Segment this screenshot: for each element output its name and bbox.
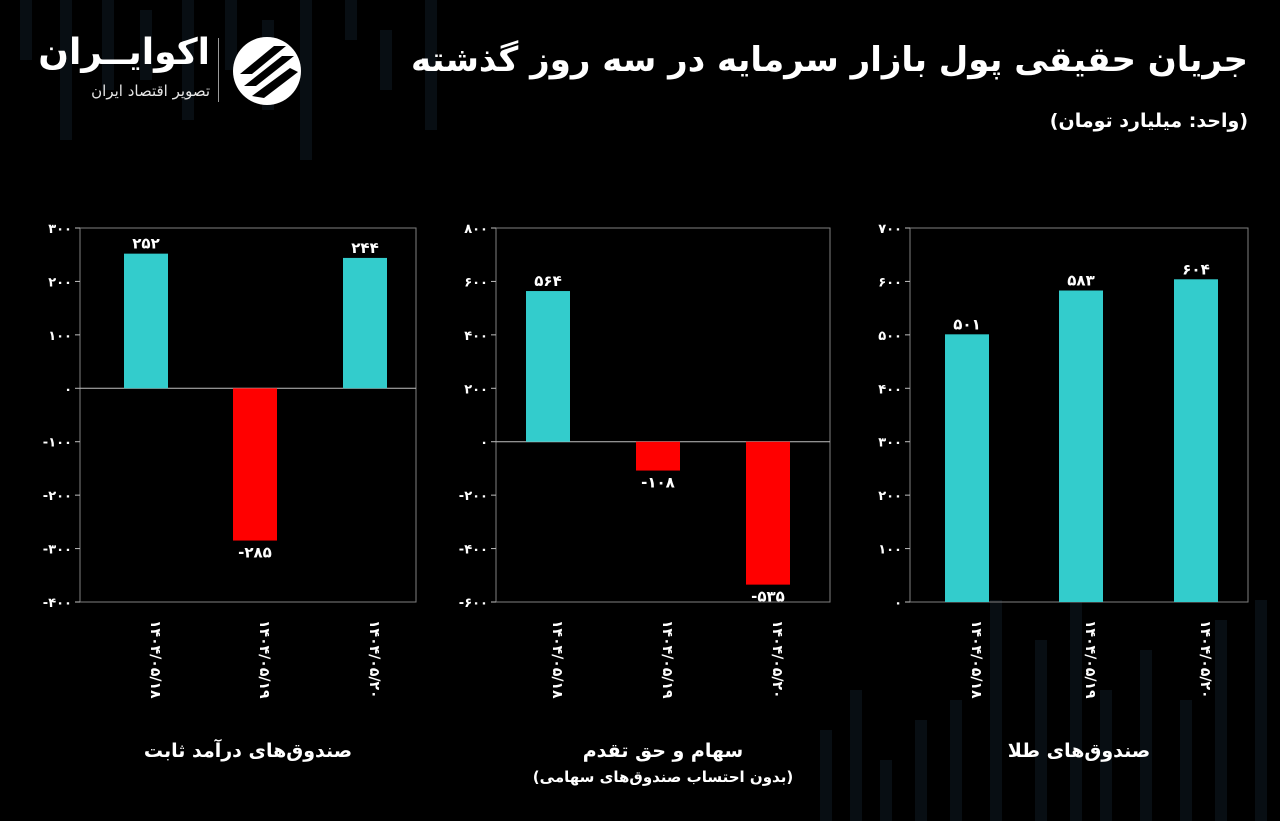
y-tick-label: ۴۰۰ xyxy=(878,382,902,397)
y-tick-label: ۰ xyxy=(480,436,488,451)
y-tick-label: ۲۰۰ xyxy=(878,489,902,504)
x-category-label: ۱۴۰۴/۰۵/۱۹ xyxy=(256,620,272,699)
chart-subtitle-stocks: (بدون احتساب صندوق‌های سهامی) xyxy=(532,768,794,786)
y-tick-label: -۳۰۰ xyxy=(43,543,72,558)
x-category-label: ۱۴۰۴/۰۵/۱۸ xyxy=(549,620,565,699)
brand-mark-icon xyxy=(233,37,301,105)
data-label: ۵۰۱ xyxy=(953,315,980,333)
bar-fixed-income-1 xyxy=(124,253,168,389)
unit-label: (واحد: میلیارد تومان) xyxy=(1049,110,1248,132)
y-tick-label: -۲۰۰ xyxy=(43,489,72,504)
y-tick-label: ۲۰۰ xyxy=(48,275,72,290)
data-label: ۲۵۲ xyxy=(132,235,159,253)
data-label: ۵۸۳ xyxy=(1067,272,1094,290)
y-tick-label: ۲۰۰ xyxy=(464,382,488,397)
bar-fixed-income-3 xyxy=(343,257,387,389)
bar-gold-3 xyxy=(1174,279,1218,602)
page-title: جریان حقیقی پول بازار سرمایه در سه روز گ… xyxy=(410,40,1248,80)
brand-tagline: تصویر اقتصاد ایران xyxy=(91,82,210,100)
y-tick-label: -۲۰۰ xyxy=(459,489,488,504)
chart-frame-stocks xyxy=(495,227,831,603)
y-tick-label: -۶۰۰ xyxy=(459,596,488,611)
x-category-label: ۱۴۰۴/۰۵/۱۸ xyxy=(968,620,984,699)
data-label: -۵۳۵ xyxy=(751,588,785,606)
x-category-label: ۱۴۰۴/۰۵/۱۹ xyxy=(659,620,675,699)
y-tick-label: ۶۰۰ xyxy=(878,275,902,290)
y-tick-label: ۶۰۰ xyxy=(464,275,488,290)
data-label: -۱۰۸ xyxy=(641,474,675,492)
x-category-label: ۱۴۰۴/۰۵/۱۸ xyxy=(147,620,163,699)
y-tick-label: ۴۰۰ xyxy=(464,329,488,344)
chart-frame-fixed-income xyxy=(79,227,417,603)
data-label: ۵۶۴ xyxy=(534,272,561,290)
x-category-label: ۱۴۰۴/۰۵/۲۰ xyxy=(1197,620,1213,699)
y-tick-label: -۴۰۰ xyxy=(43,596,72,611)
data-label: -۲۸۵ xyxy=(238,544,272,562)
chart-title-fixed-income: صندوق‌های درآمد ثابت xyxy=(143,740,353,762)
brand-name: اکوایــران xyxy=(38,32,210,73)
chart-title-stocks: سهام و حق تقدم xyxy=(582,740,744,762)
logo-divider xyxy=(218,38,219,102)
bar-fixed-income-2 xyxy=(233,388,277,541)
bar-stocks-3 xyxy=(746,441,790,585)
y-tick-label: ۵۰۰ xyxy=(878,329,902,344)
data-label: ۶۰۴ xyxy=(1182,260,1209,278)
y-tick-label: ۳۰۰ xyxy=(48,222,72,237)
y-tick-label: ۱۰۰ xyxy=(48,329,72,344)
y-tick-label: -۴۰۰ xyxy=(459,543,488,558)
bar-stocks-2 xyxy=(636,441,680,471)
y-tick-label: ۱۰۰ xyxy=(878,543,902,558)
y-tick-label: ۷۰۰ xyxy=(878,222,902,237)
brand-logo: اکوایــران تصویر اقتصاد ایران xyxy=(38,32,312,108)
chart-title-gold: صندوق‌های طلا xyxy=(1007,740,1151,762)
y-tick-label: ۰ xyxy=(64,382,72,397)
y-tick-label: ۳۰۰ xyxy=(878,436,902,451)
bar-gold-2 xyxy=(1059,290,1103,602)
data-label: ۲۴۴ xyxy=(351,239,378,257)
x-category-label: ۱۴۰۴/۰۵/۱۹ xyxy=(1082,620,1098,699)
y-tick-label: -۱۰۰ xyxy=(43,436,72,451)
x-category-label: ۱۴۰۴/۰۵/۲۰ xyxy=(769,620,785,699)
bar-stocks-1 xyxy=(526,291,570,442)
y-tick-label: ۰ xyxy=(894,596,902,611)
y-tick-label: ۸۰۰ xyxy=(464,222,488,237)
x-category-label: ۱۴۰۴/۰۵/۲۰ xyxy=(366,620,382,699)
bar-gold-1 xyxy=(945,334,989,602)
